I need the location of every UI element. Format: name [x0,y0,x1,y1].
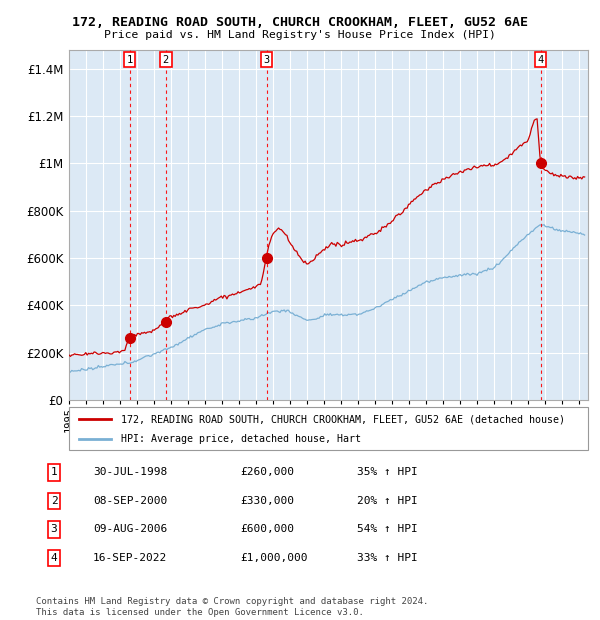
Text: 2: 2 [50,496,58,506]
Text: 172, READING ROAD SOUTH, CHURCH CROOKHAM, FLEET, GU52 6AE: 172, READING ROAD SOUTH, CHURCH CROOKHAM… [72,16,528,29]
Text: 54% ↑ HPI: 54% ↑ HPI [357,525,418,534]
Text: £600,000: £600,000 [240,525,294,534]
Text: 20% ↑ HPI: 20% ↑ HPI [357,496,418,506]
Text: 33% ↑ HPI: 33% ↑ HPI [357,553,418,563]
Text: 1: 1 [127,55,133,65]
Text: £1,000,000: £1,000,000 [240,553,308,563]
Text: 1: 1 [50,467,58,477]
Text: Contains HM Land Registry data © Crown copyright and database right 2024.
This d: Contains HM Land Registry data © Crown c… [36,598,428,617]
FancyBboxPatch shape [69,407,588,450]
Text: 30-JUL-1998: 30-JUL-1998 [93,467,167,477]
Text: 3: 3 [50,525,58,534]
Text: 4: 4 [538,55,544,65]
Text: 09-AUG-2006: 09-AUG-2006 [93,525,167,534]
Text: 16-SEP-2022: 16-SEP-2022 [93,553,167,563]
Text: £330,000: £330,000 [240,496,294,506]
Text: 08-SEP-2000: 08-SEP-2000 [93,496,167,506]
Text: HPI: Average price, detached house, Hart: HPI: Average price, detached house, Hart [121,434,361,444]
Text: 3: 3 [263,55,269,65]
Text: Price paid vs. HM Land Registry's House Price Index (HPI): Price paid vs. HM Land Registry's House … [104,30,496,40]
Text: 172, READING ROAD SOUTH, CHURCH CROOKHAM, FLEET, GU52 6AE (detached house): 172, READING ROAD SOUTH, CHURCH CROOKHAM… [121,414,565,424]
Text: £260,000: £260,000 [240,467,294,477]
Text: 4: 4 [50,553,58,563]
Text: 35% ↑ HPI: 35% ↑ HPI [357,467,418,477]
Text: 2: 2 [163,55,169,65]
